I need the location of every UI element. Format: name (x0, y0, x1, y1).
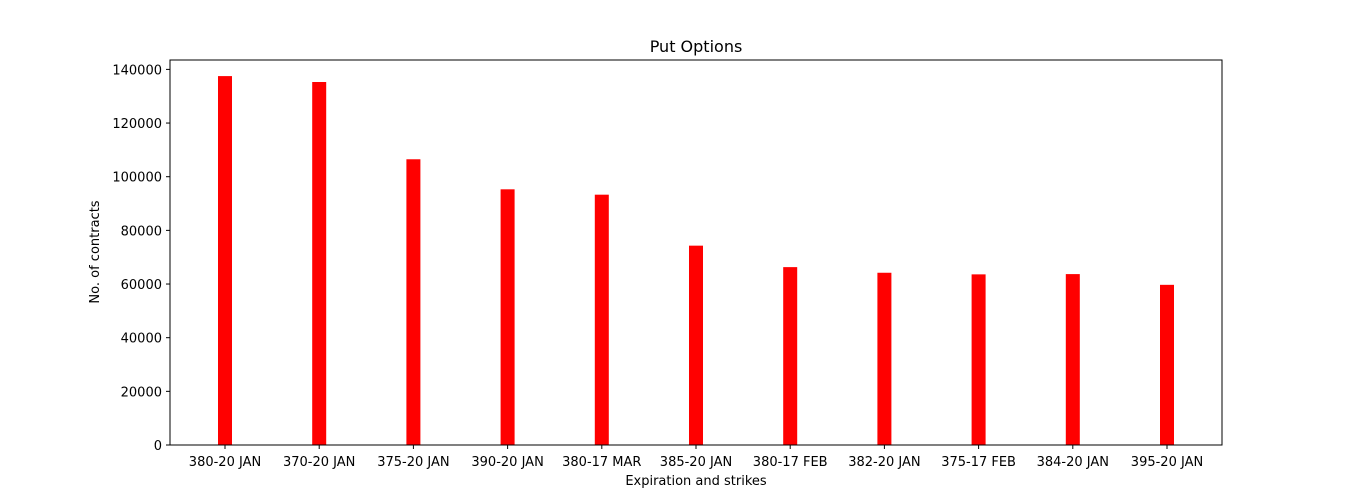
y-tick-label: 140000 (112, 63, 162, 78)
bar-375-20-jan (406, 159, 421, 445)
bar-382-20-jan (877, 272, 892, 445)
bar-380-20-jan (218, 76, 232, 445)
bar-390-20-jan (500, 189, 515, 445)
x-tick-label: 375-17 FEB (941, 455, 1016, 470)
x-axis-ticks: 380-20 JAN 370-20 JAN 375-20 JAN 390-20 JAN… (189, 445, 1203, 470)
x-tick-label: 375-20 JAN (377, 455, 449, 470)
y-axis-label: No. of contracts (88, 200, 103, 303)
y-tick-label: 120000 (112, 117, 162, 132)
y-tick-label: 0 (154, 439, 162, 454)
bar-370-20-jan (312, 82, 327, 445)
x-tick-label: 380-17 MAR (562, 455, 641, 470)
bar-395-20-jan (1160, 284, 1174, 445)
y-tick-label: 100000 (112, 171, 162, 186)
x-tick-label: 385-20 JAN (660, 455, 732, 470)
plot-area-frame (169, 59, 1223, 446)
bar-380-17-feb (783, 267, 798, 445)
y-tick-label: 20000 (121, 385, 162, 400)
y-tick-label: 60000 (121, 278, 162, 293)
x-tick-label: 390-20 JAN (471, 455, 543, 470)
bar-385-20-jan (689, 245, 703, 445)
x-tick-label: 384-20 JAN (1037, 455, 1109, 470)
x-tick-label: 382-20 JAN (848, 455, 920, 470)
x-tick-label: 380-17 FEB (753, 455, 828, 470)
x-axis-label: Expiration and strikes (625, 474, 767, 489)
x-tick-label: 380-20 JAN (189, 455, 261, 470)
chart-title: Put Options (650, 37, 743, 56)
y-axis-ticks: 0 20000 40000 60000 80000 100000 120000 140000 (112, 63, 170, 454)
bar-375-17-feb (971, 274, 986, 445)
y-tick-label: 40000 (121, 332, 162, 347)
x-tick-label: 370-20 JAN (283, 455, 355, 470)
x-tick-label: 395-20 JAN (1131, 455, 1203, 470)
y-tick-label: 80000 (121, 224, 162, 239)
bar-384-20-jan (1065, 274, 1080, 445)
bar-380-17-mar (594, 194, 609, 445)
bars-group (218, 76, 1174, 445)
